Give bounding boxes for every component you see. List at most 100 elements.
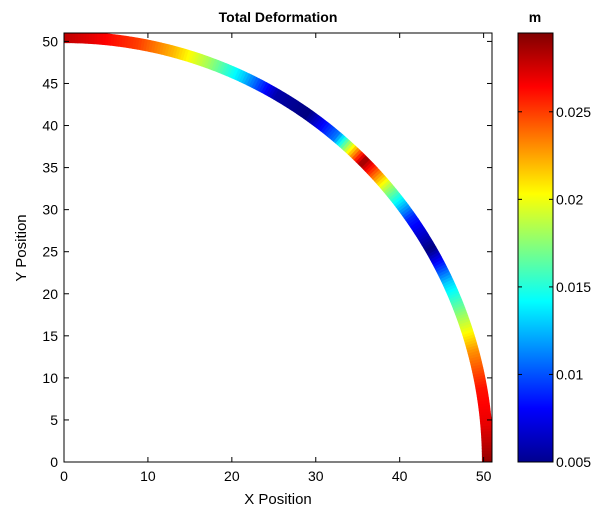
arc-segment — [226, 65, 234, 78]
arc-segment — [311, 115, 322, 127]
arc-segment — [471, 366, 484, 373]
arc-segment — [457, 318, 471, 326]
arc-segment — [462, 331, 475, 339]
arc-segment — [339, 138, 350, 150]
arc-segment — [337, 136, 348, 148]
arc-segment — [190, 51, 198, 64]
arc-segment — [314, 116, 324, 129]
x-tick-label: 50 — [476, 468, 492, 484]
arc-segment — [302, 108, 313, 121]
arc-segment — [64, 33, 68, 44]
arc-segment — [395, 199, 407, 210]
arc-segment — [475, 386, 488, 392]
arc-segment — [363, 161, 375, 172]
arc-segment — [287, 97, 297, 110]
arc-segment — [248, 75, 257, 88]
arc-segment — [454, 307, 467, 315]
arc-segment — [481, 459, 492, 462]
arc-segment — [398, 204, 411, 214]
plot-frame — [63, 32, 493, 463]
arc-segment — [406, 215, 419, 226]
arc-segment — [460, 326, 473, 333]
arc-segment — [374, 173, 386, 185]
arc-segment — [429, 254, 442, 263]
arc-segment — [69, 33, 73, 44]
arc-segment — [380, 180, 391, 191]
arc-segment — [402, 208, 414, 219]
arc-segment — [465, 342, 478, 349]
arc-segment — [169, 45, 176, 58]
y-tick-label: 45 — [42, 75, 58, 91]
arc-segment — [440, 274, 452, 283]
arc-segment — [417, 232, 430, 242]
arc-segment — [291, 100, 301, 113]
arc-segment — [187, 50, 195, 63]
x-tick-label: 0 — [60, 468, 68, 484]
arc-segment — [413, 225, 425, 235]
arc-segment — [208, 57, 216, 71]
arc-segment — [473, 377, 487, 384]
arc-segment — [446, 289, 459, 298]
arc-segment — [436, 266, 449, 275]
y-tick-label: 20 — [42, 286, 58, 302]
arc-segment — [182, 49, 190, 62]
arc-segment — [251, 76, 260, 89]
arc-segment — [411, 222, 424, 232]
arc-segment — [481, 456, 492, 460]
arc-segment — [74, 33, 79, 44]
arc-segment — [467, 350, 480, 357]
arc-segment — [272, 89, 282, 101]
arc-segment — [451, 299, 464, 308]
arc-segment — [481, 442, 492, 446]
arc-segment — [471, 364, 484, 370]
colorbar-unit-label: m — [529, 9, 541, 25]
arc-segment — [480, 431, 492, 436]
arc-segment — [268, 86, 277, 99]
arc-segment — [331, 130, 342, 142]
arc-segment — [270, 87, 280, 100]
arc-segment — [83, 33, 87, 44]
arc-segment — [481, 439, 492, 444]
arc-segment — [466, 347, 480, 354]
y-tick-label: 15 — [42, 328, 58, 344]
arc-segment — [180, 48, 187, 61]
arc-segment — [145, 39, 151, 52]
arc-segment — [424, 244, 437, 253]
arc-segment — [388, 190, 400, 201]
arc-segment — [174, 46, 182, 59]
arc-segment — [233, 68, 242, 81]
arc-segment — [218, 61, 227, 75]
arc-segment — [476, 391, 489, 397]
arc-segment — [236, 69, 245, 82]
arc-segment — [476, 394, 489, 400]
arc-segment — [66, 33, 71, 44]
arc-segment — [361, 159, 373, 170]
arc-segment — [137, 38, 143, 51]
arc-segment — [463, 336, 477, 344]
arc-segment — [474, 380, 487, 387]
arc-segment — [123, 35, 129, 48]
arc-segment — [370, 169, 382, 180]
arc-segment — [427, 249, 440, 258]
arc-segment — [316, 118, 326, 130]
arc-segment — [305, 110, 315, 122]
y-tick-label: 25 — [42, 244, 58, 260]
arc-segment — [298, 105, 308, 117]
arc-segment — [206, 56, 214, 70]
arc-segment — [148, 40, 154, 53]
arc-segment — [140, 38, 146, 51]
arc-segment — [347, 145, 359, 157]
arc-segment — [403, 211, 416, 221]
colorbar-tick-label: 0.02 — [556, 191, 583, 207]
arc-segment — [421, 239, 434, 249]
arc-segment — [193, 52, 200, 65]
x-tick-label: 20 — [224, 468, 240, 484]
x-tick-label: 30 — [308, 468, 324, 484]
arc-segment — [353, 151, 365, 163]
arc-segment — [397, 202, 409, 212]
arc-segment — [472, 369, 485, 376]
arc-segment — [213, 59, 221, 73]
arc-segment — [469, 355, 482, 362]
arc-segment — [282, 94, 292, 107]
